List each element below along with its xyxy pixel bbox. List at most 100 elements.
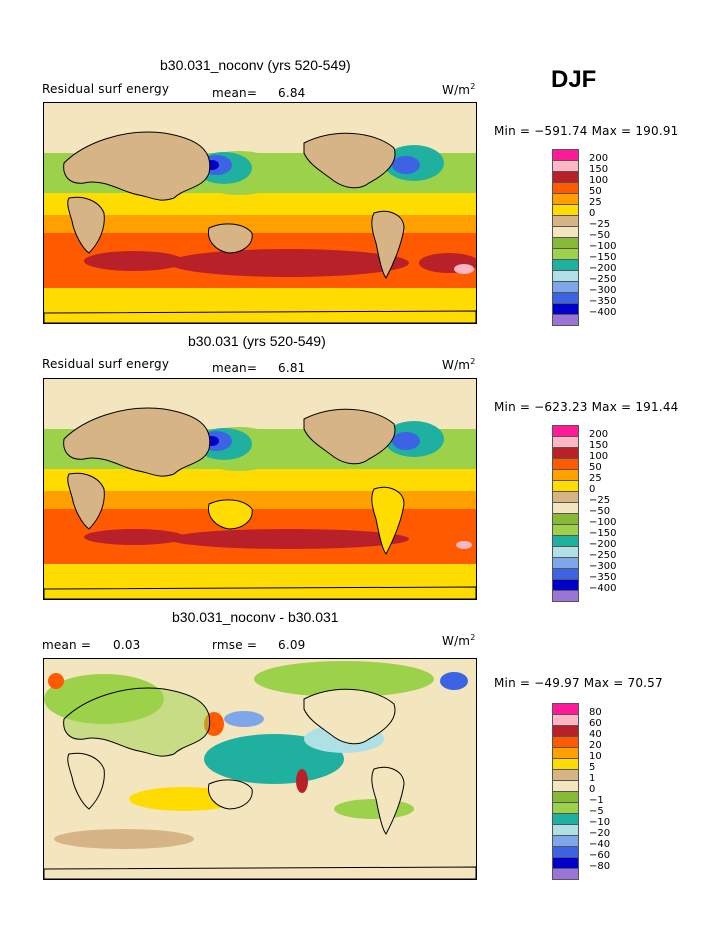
panel3-level-label: 60 [589, 718, 602, 729]
panel3-land-south-america [371, 766, 405, 835]
panel1-level-label: 25 [589, 197, 602, 208]
panel1-gulfstream-core [392, 156, 420, 174]
panel2-tropics-band [44, 469, 476, 491]
panel3-anomaly-green-n [254, 661, 434, 697]
panel3-mean-label: mean = [42, 638, 92, 652]
panel2-level-label: −350 [589, 572, 617, 583]
panel3-level-label: 40 [589, 729, 602, 740]
panel2-level-label: −200 [589, 539, 617, 550]
panel3-anomaly-green-s [334, 799, 414, 819]
panel2-level-label: −250 [589, 550, 617, 561]
panel3-level-label: 0 [589, 784, 596, 795]
panel2-level-label: 25 [589, 473, 602, 484]
panel1-tropics-band [44, 193, 476, 215]
panel2-minmax: Min = −623.23 Max = 191.44 [494, 400, 679, 414]
panel2-title: b30.031 (yrs 520-549) [188, 333, 326, 349]
panel1-southern-max-indian [84, 251, 184, 271]
panel1-level-label: 0 [589, 208, 596, 219]
panel1-land-eurasia [63, 131, 211, 201]
season-label: DJF [551, 66, 597, 93]
panel2-land-eurasia [63, 407, 211, 477]
panel2-land-australia [207, 499, 253, 530]
panel2-level-label: −300 [589, 561, 617, 572]
panel2-level-label: −50 [589, 506, 611, 517]
panel3-anomaly-red-eqpac [296, 769, 308, 793]
panel2-southern-peak [456, 541, 472, 549]
panel2-level-label: 200 [589, 429, 609, 440]
panel1-southern-max-pacific [169, 249, 409, 277]
panel1-level-label: −50 [589, 230, 611, 241]
panel1-level-label: −400 [589, 307, 617, 318]
panel1-title: b30.031_noconv (yrs 520-549) [160, 57, 351, 73]
panel3-level-label: 80 [589, 707, 602, 718]
panel2-level-label: −400 [589, 583, 617, 594]
panel1-map [43, 102, 477, 324]
panel2-level-label: −25 [589, 495, 611, 506]
panel1-mean-value: 6.84 [278, 86, 306, 100]
panel3-level-label: 10 [589, 751, 602, 762]
panel3-level-label: −40 [589, 839, 611, 850]
panel1-minmax: Min = −591.74 Max = 190.91 [494, 124, 679, 138]
panel1-land-australia [207, 223, 253, 254]
panel1-variable-label: Residual surf energy [42, 82, 170, 96]
panel1-level-label: 100 [589, 175, 609, 186]
panel2-land-south-america [371, 486, 405, 555]
panel2-level-label: −150 [589, 528, 617, 539]
panel3-title: b30.031_noconv - b30.031 [172, 609, 339, 625]
panel1-land-south-america [371, 210, 405, 279]
panel3-land-north-america [303, 688, 396, 745]
panel2-land-africa [67, 472, 105, 530]
panel3-anomaly-red-nw [48, 673, 64, 689]
panel3-land-australia [207, 779, 253, 810]
panel3-level-label: −20 [589, 828, 611, 839]
panel2-swatch-16 [552, 590, 579, 602]
panel3-level-label: −5 [589, 806, 604, 817]
panel1-level-label: −300 [589, 285, 617, 296]
panel2-level-label: 0 [589, 484, 596, 495]
panel2-level-label: 150 [589, 440, 609, 451]
panel1-land-antarctica [44, 310, 476, 323]
panel1-level-label: 50 [589, 186, 602, 197]
panel2-level-label: −100 [589, 517, 617, 528]
panel2-units: W/m2 [442, 357, 476, 372]
panel2-colorbar: 200 150 100 50 25 0 −25 −50 −100 −150 −2… [552, 425, 616, 602]
panel2-mean-value: 6.81 [278, 361, 306, 375]
panel2-south-tropics-band [44, 491, 476, 509]
panel3-units: W/m2 [442, 633, 476, 648]
panel3-land-eurasia [63, 687, 211, 757]
panel1-level-label: −350 [589, 296, 617, 307]
panel3-map [43, 658, 477, 880]
panel1-level-label: −25 [589, 219, 611, 230]
panel3-rmse-label: rmse = [212, 638, 258, 652]
panel1-level-label: −250 [589, 274, 617, 285]
panel1-southern-peak [454, 264, 474, 274]
panel1-level-label: 200 [589, 153, 609, 164]
panel2-variable-label: Residual surf energy [42, 357, 170, 371]
panel3-land-antarctica [44, 866, 476, 879]
panel1-colorbar: 200 150 100 50 25 0 −25 −50 −100 −150 −2… [552, 149, 616, 326]
panel2-land-north-america [303, 408, 396, 465]
panel1-swatch-16 [552, 314, 579, 326]
panel2-level-label: 50 [589, 462, 602, 473]
panel3-colorbar: 80 60 40 20 10 5 1 0 −1 −5 −10 −20 −40 −… [552, 703, 612, 880]
panel3-mean-value: 0.03 [113, 638, 141, 652]
panel3-minmax: Min = −49.97 Max = 70.57 [494, 676, 663, 690]
panel3-swatch-16 [552, 868, 579, 880]
panel3-land-africa [67, 752, 105, 810]
panel3-level-label: −1 [589, 795, 604, 806]
panel3-level-label: −60 [589, 850, 611, 861]
panel1-level-label: −200 [589, 263, 617, 274]
panel2-mean-label: mean= [212, 361, 258, 375]
panel2-southern-max-indian [84, 529, 184, 545]
panel3-level-label: 20 [589, 740, 602, 751]
panel3-level-label: −80 [589, 861, 611, 872]
panel1-level-label: 150 [589, 164, 609, 175]
panel2-gulfstream-core [392, 432, 420, 450]
panel3-level-label: 5 [589, 762, 596, 773]
panel1-level-label: −150 [589, 252, 617, 263]
panel1-mean-label: mean= [212, 86, 258, 100]
panel1-land-africa [67, 196, 105, 254]
panel3-rmse-value: 6.09 [278, 638, 306, 652]
panel2-southern-max-pacific [169, 529, 409, 549]
panel1-south-tropics-band [44, 215, 476, 233]
